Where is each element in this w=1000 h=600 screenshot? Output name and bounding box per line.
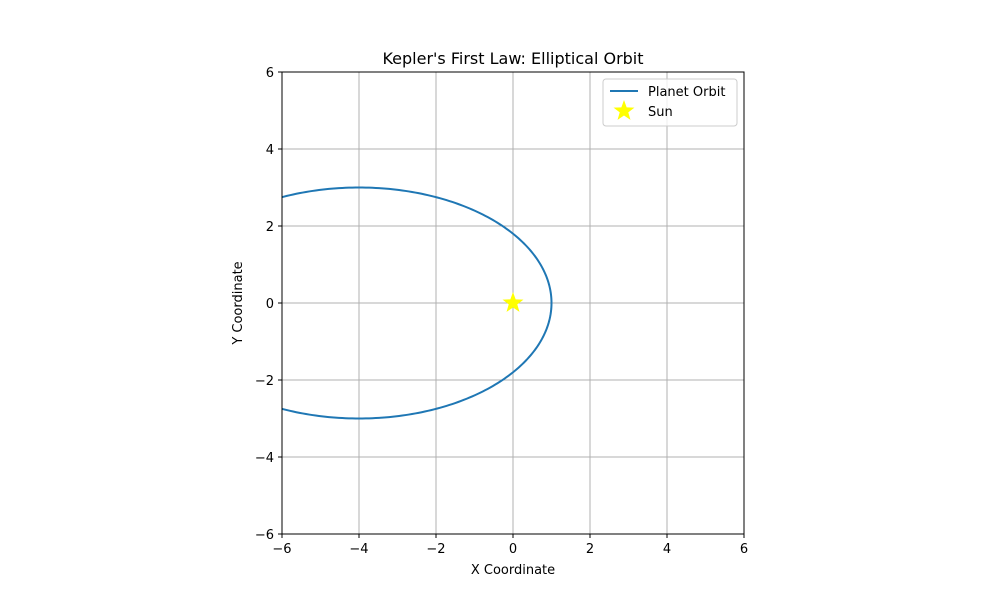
x-tick-label: −6: [272, 542, 291, 557]
y-tick-label: −2: [255, 374, 274, 389]
y-axis-label: Y Coordinate: [231, 261, 246, 345]
plot-area: [282, 186, 553, 420]
ticks: −6 −4 −2 0 2 4 6 −6 −4 −2 0 2 4 6: [255, 66, 748, 557]
y-tick-label: −6: [255, 528, 274, 543]
x-tick-label: 4: [663, 542, 671, 557]
y-tick-label: 4: [266, 143, 274, 158]
legend: Planet Orbit Sun: [602, 78, 738, 127]
y-tick-label: 6: [266, 66, 274, 81]
legend-label-sun: Sun: [648, 105, 673, 120]
legend-label-planet-orbit: Planet Orbit: [648, 85, 725, 100]
x-tick-label: 2: [586, 542, 594, 557]
x-tick-label: −4: [349, 542, 368, 557]
x-axis-label: X Coordinate: [471, 563, 555, 578]
x-tick-label: −2: [426, 542, 445, 557]
y-tick-label: 2: [266, 220, 274, 235]
y-tick-label: −4: [255, 451, 274, 466]
planet-orbit-line: [282, 186, 553, 420]
y-tick-label: 0: [266, 297, 274, 312]
x-tick-label: 0: [509, 542, 517, 557]
sun-star-marker: [502, 292, 524, 312]
x-tick-label: 6: [740, 542, 748, 557]
chart-title: Kepler's First Law: Elliptical Orbit: [382, 49, 643, 68]
legend-star-icon: [613, 100, 635, 120]
